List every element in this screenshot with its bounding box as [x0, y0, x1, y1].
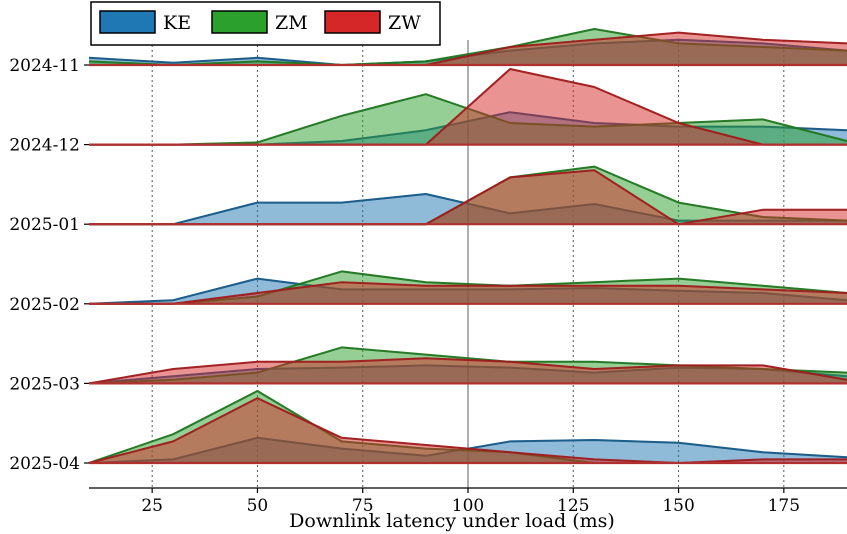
- legend-swatch-ZM: [211, 10, 268, 34]
- ridges: [88, 28, 847, 465]
- legend-label-KE: KE: [163, 12, 191, 34]
- x-tick-label-175: 175: [768, 496, 800, 516]
- legend-swatch-ZW: [324, 10, 381, 34]
- x-tick-label-150: 150: [662, 496, 694, 516]
- ridge-row-2025-04: [88, 390, 847, 465]
- outline-ZW-2025-03: [88, 357, 847, 385]
- ridge-row-2025-01: [89, 165, 847, 226]
- x-tick-label-75: 75: [352, 496, 374, 516]
- ridge-row-2024-12: [89, 68, 847, 146]
- outline-ZW-2025-04: [88, 397, 847, 464]
- x-axis-title: Downlink latency under load (ms): [289, 510, 615, 532]
- legend: KE ZM ZW: [90, 1, 441, 46]
- x-tick-label-25: 25: [141, 496, 163, 516]
- legend-swatch-KE: [99, 10, 156, 34]
- row-label-2025-01: 2025-01: [9, 215, 80, 235]
- row-label-2025-02: 2025-02: [9, 295, 80, 315]
- ridge-row-2024-11: [88, 28, 847, 67]
- area-ZW-2025-02: [89, 282, 847, 304]
- ridge-row-2025-03: [88, 346, 847, 385]
- ridge-row-2025-02: [88, 270, 847, 305]
- line-ZW-2025-03: [88, 357, 847, 385]
- row-label-2025-04: 2025-04: [9, 454, 80, 474]
- line-ZW-2025-02: [89, 281, 847, 305]
- area-ZW-2025-03: [89, 358, 847, 384]
- row-label-2025-03: 2025-03: [9, 374, 80, 394]
- area-ZW-2025-04: [89, 398, 847, 463]
- x-tick-label-125: 125: [557, 496, 589, 516]
- row-labels: 2024-11 2024-12 2025-01 2025-02 2025-03 2025-…: [9, 56, 89, 474]
- x-tick-label-100: 100: [452, 496, 484, 516]
- line-ZW-2025-04: [88, 397, 847, 464]
- x-tick-label-50: 50: [247, 496, 269, 516]
- row-label-2024-12: 2024-12: [9, 136, 80, 156]
- x-axis: 25 50 75 100 125 150 175: [89, 487, 847, 516]
- legend-label-ZM: ZM: [275, 12, 308, 34]
- area-ZW-2024-11: [89, 32, 847, 65]
- legend-label-ZW: ZW: [388, 12, 421, 34]
- outline-ZW-2025-02: [89, 281, 847, 305]
- row-label-2024-11: 2024-11: [9, 56, 80, 76]
